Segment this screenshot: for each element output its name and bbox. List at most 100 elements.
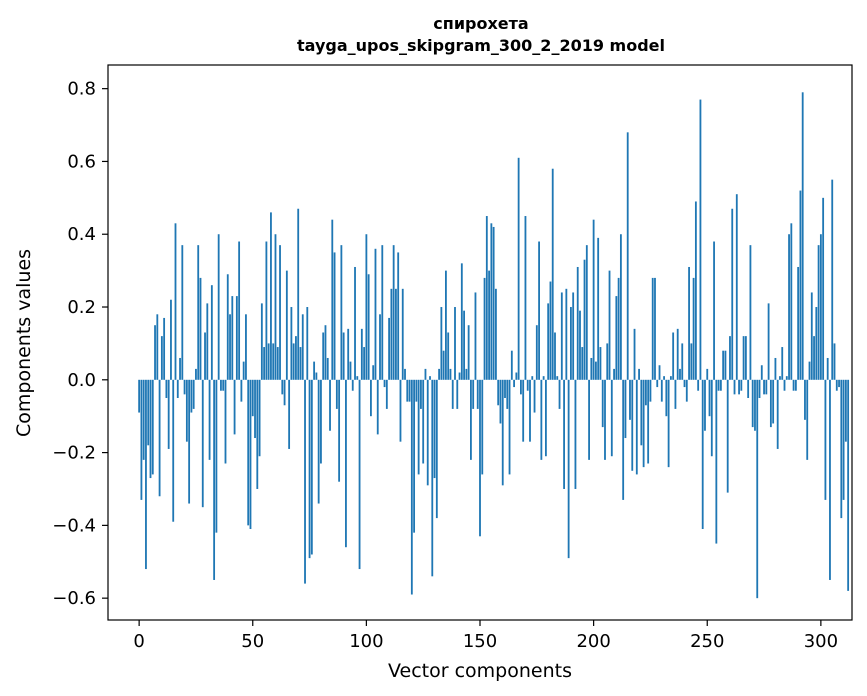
bar-65 <box>285 270 288 380</box>
bar-295 <box>808 361 811 380</box>
x-tick-label: 200 <box>576 631 610 652</box>
bar-189 <box>567 379 570 559</box>
x-tick-label: 50 <box>241 631 264 652</box>
bar-120 <box>410 379 413 595</box>
bar-68 <box>292 343 295 380</box>
bar-174 <box>533 379 536 413</box>
bar-118 <box>406 379 409 402</box>
bar-191 <box>572 292 575 380</box>
bar-33 <box>213 379 216 580</box>
bar-240 <box>683 379 686 388</box>
bar-114 <box>397 252 400 380</box>
bar-150 <box>479 379 481 537</box>
bar-72 <box>301 314 304 380</box>
bar-259 <box>726 379 729 493</box>
bar-194 <box>579 310 581 380</box>
bar-45 <box>240 379 243 402</box>
bars-group <box>138 92 850 599</box>
bar-93 <box>349 361 352 380</box>
x-tick-label: 100 <box>349 631 383 652</box>
bar-110 <box>388 317 391 380</box>
bar-266 <box>742 336 745 380</box>
bar-216 <box>629 379 631 420</box>
bar-149 <box>476 379 479 409</box>
bar-113 <box>395 288 397 380</box>
bar-261 <box>731 208 734 380</box>
y-tick-label: 0.8 <box>67 79 96 100</box>
bar-84 <box>329 379 331 431</box>
bar-124 <box>420 379 422 409</box>
bar-98 <box>360 328 363 380</box>
bar-8 <box>156 314 159 380</box>
bar-298 <box>815 307 818 380</box>
bar-138 <box>451 379 454 409</box>
bar-170 <box>524 216 527 380</box>
bar-306 <box>833 343 836 380</box>
bar-132 <box>438 368 441 380</box>
bar-53 <box>258 379 261 457</box>
bar-311 <box>844 379 847 442</box>
y-tick-label: 0.6 <box>67 151 96 172</box>
bar-184 <box>556 376 559 380</box>
bar-233 <box>667 379 670 468</box>
bar-1 <box>140 379 143 500</box>
bar-24 <box>192 379 195 409</box>
bar-227 <box>654 277 656 380</box>
bar-139 <box>454 307 456 380</box>
bar-283 <box>781 347 784 380</box>
bar-304 <box>829 379 831 580</box>
bar-18 <box>179 357 181 380</box>
bar-128 <box>429 376 431 380</box>
bar-217 <box>631 379 634 471</box>
bar-164 <box>510 350 513 380</box>
bar-274 <box>760 365 763 380</box>
bar-165 <box>513 379 515 388</box>
bar-137 <box>449 368 452 380</box>
bar-99 <box>363 347 366 380</box>
bar-197 <box>585 245 588 380</box>
bar-142 <box>460 263 463 380</box>
bar-30 <box>206 303 209 380</box>
bar-280 <box>774 357 777 380</box>
bar-294 <box>806 379 809 460</box>
bar-121 <box>413 379 416 533</box>
x-tick-label: 150 <box>463 631 497 652</box>
bar-186 <box>560 292 563 380</box>
bar-97 <box>358 379 361 570</box>
bar-239 <box>681 343 684 380</box>
bar-77 <box>313 361 316 380</box>
bar-151 <box>481 379 484 475</box>
bar-12 <box>165 379 168 398</box>
bar-141 <box>458 372 461 380</box>
bar-214 <box>624 379 627 439</box>
bar-39 <box>226 274 229 380</box>
x-tick-label: 250 <box>690 631 724 652</box>
y-axis: −0.6 −0.4 −0.2 0.0 0.2 0.4 0.6 0.8 <box>52 79 108 609</box>
bar-205 <box>604 379 606 460</box>
bar-58 <box>270 212 272 380</box>
bar-237 <box>676 328 679 380</box>
bar-134 <box>442 350 445 380</box>
bar-253 <box>713 241 715 380</box>
bar-109 <box>385 379 388 409</box>
bar-238 <box>679 368 681 380</box>
bar-106 <box>379 314 381 380</box>
bar-241 <box>685 379 688 402</box>
bar-228 <box>656 379 659 388</box>
bar-35 <box>217 234 220 380</box>
bar-29 <box>204 332 206 380</box>
bar-100 <box>365 234 368 380</box>
bar-193 <box>576 266 579 380</box>
bar-2 <box>142 379 145 460</box>
bar-288 <box>792 379 795 391</box>
bar-235 <box>672 332 675 380</box>
bar-172 <box>529 379 531 442</box>
bar-47 <box>245 314 247 380</box>
bar-146 <box>470 379 472 460</box>
bar-81 <box>322 332 325 380</box>
bar-159 <box>499 379 502 424</box>
bar-225 <box>649 379 652 402</box>
x-axis: 0 50 100 150 200 250 300 <box>133 620 838 652</box>
bar-116 <box>401 288 404 380</box>
